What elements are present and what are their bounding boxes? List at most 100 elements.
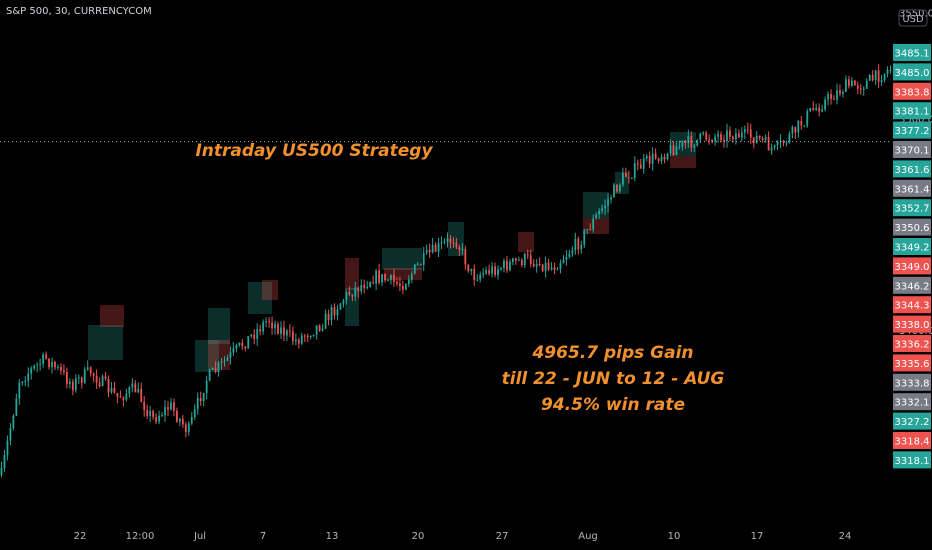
candle-body bbox=[836, 90, 838, 100]
candle-body bbox=[696, 139, 699, 146]
candle-body bbox=[633, 163, 636, 178]
candle-body bbox=[672, 145, 675, 156]
candle-body bbox=[812, 108, 815, 111]
candle-body bbox=[170, 402, 172, 410]
candle-body bbox=[675, 146, 678, 156]
candle-body bbox=[577, 238, 580, 250]
time-axis[interactable]: 22 12:00 Jul 7 13 20 27 Aug 10 17 24 bbox=[0, 520, 932, 550]
candle-body bbox=[66, 372, 68, 384]
candle-body bbox=[785, 142, 788, 144]
candle-body bbox=[164, 407, 166, 416]
candle-body bbox=[500, 267, 502, 270]
candle-body bbox=[95, 375, 98, 383]
currency-badge[interactable] bbox=[898, 9, 928, 27]
candle-body bbox=[859, 88, 862, 90]
price-tag-background bbox=[893, 296, 931, 314]
price-tag-background bbox=[893, 141, 931, 158]
candle-body bbox=[850, 80, 853, 86]
candle-body bbox=[3, 455, 6, 469]
price-tag-background bbox=[893, 82, 931, 100]
candle-body bbox=[122, 397, 125, 400]
time-tick-label: 27 bbox=[496, 531, 509, 542]
candle-body bbox=[110, 388, 113, 393]
candle-body bbox=[529, 255, 532, 264]
candle-body bbox=[107, 379, 110, 393]
candle-body bbox=[491, 266, 493, 274]
candle-body bbox=[657, 158, 660, 161]
candle-body bbox=[583, 230, 586, 245]
candle-body bbox=[842, 91, 844, 94]
candle-body bbox=[523, 253, 526, 265]
price-tick-label: 3500.0 bbox=[899, 114, 932, 125]
time-tick-label: Aug bbox=[578, 531, 598, 542]
candle-body bbox=[503, 260, 505, 268]
price-tag-background bbox=[893, 354, 931, 372]
candle-body bbox=[827, 94, 829, 100]
candle-body bbox=[229, 352, 232, 358]
candle-body bbox=[208, 369, 211, 381]
candle-body bbox=[494, 266, 496, 276]
candle-body bbox=[512, 258, 514, 262]
candle-body bbox=[660, 156, 663, 161]
candle-body bbox=[351, 294, 354, 297]
candle-body bbox=[476, 279, 479, 281]
candle-body bbox=[815, 107, 818, 111]
candle-body bbox=[247, 336, 250, 349]
candle-body bbox=[357, 287, 360, 292]
candle-body bbox=[271, 322, 273, 328]
candle-body bbox=[181, 418, 184, 425]
time-tick-label: 20 bbox=[412, 531, 425, 542]
candle-body bbox=[9, 427, 12, 441]
price-tag-label: 3318.1 bbox=[895, 456, 930, 467]
price-tag: 3485.1 bbox=[893, 44, 931, 61]
price-tag-background bbox=[893, 44, 931, 61]
symbol-title: S&P 500, 30, CURRENCYCOM bbox=[6, 6, 152, 17]
candle-body bbox=[345, 292, 348, 301]
price-tag-label: 3361.6 bbox=[895, 165, 930, 176]
candle-body bbox=[15, 398, 18, 416]
candle-body bbox=[550, 267, 553, 270]
candle-body bbox=[407, 279, 410, 285]
candle-body bbox=[416, 264, 419, 266]
candle-body bbox=[327, 313, 330, 321]
candle-body bbox=[624, 172, 627, 178]
candle-body bbox=[140, 388, 143, 403]
price-tag-label: 3349.2 bbox=[895, 243, 930, 254]
candle-body bbox=[401, 285, 404, 290]
price-tag-background bbox=[893, 315, 931, 333]
candle-body bbox=[648, 156, 651, 164]
candle-body bbox=[404, 284, 407, 290]
candle-body bbox=[309, 335, 312, 338]
candle-body bbox=[791, 126, 794, 135]
candle-body bbox=[755, 135, 758, 144]
candle-body bbox=[104, 376, 107, 380]
price-tag-background bbox=[893, 335, 931, 352]
candle-body bbox=[152, 411, 155, 418]
trade-zones bbox=[88, 132, 696, 372]
candle-body bbox=[732, 136, 734, 140]
candle-body bbox=[253, 334, 256, 339]
candle-body bbox=[24, 380, 27, 382]
candle-body bbox=[48, 358, 50, 368]
candle-body bbox=[526, 253, 529, 256]
candle-body bbox=[607, 199, 609, 206]
price-tag: 3349.2 bbox=[893, 238, 931, 255]
candle-body bbox=[761, 138, 764, 140]
candle-body bbox=[60, 366, 62, 371]
price-tag-background bbox=[893, 102, 931, 120]
candle-body bbox=[467, 264, 470, 272]
candle-body bbox=[446, 238, 449, 242]
candle-body bbox=[125, 393, 128, 400]
candle-body bbox=[330, 307, 333, 321]
candle-body bbox=[378, 270, 380, 283]
candle-body bbox=[286, 330, 288, 336]
candle-body bbox=[886, 70, 889, 74]
candle-body bbox=[155, 417, 157, 422]
candle-body bbox=[18, 382, 21, 399]
candle-body bbox=[571, 250, 574, 254]
candle-body bbox=[437, 243, 440, 252]
candle-body bbox=[752, 137, 755, 144]
